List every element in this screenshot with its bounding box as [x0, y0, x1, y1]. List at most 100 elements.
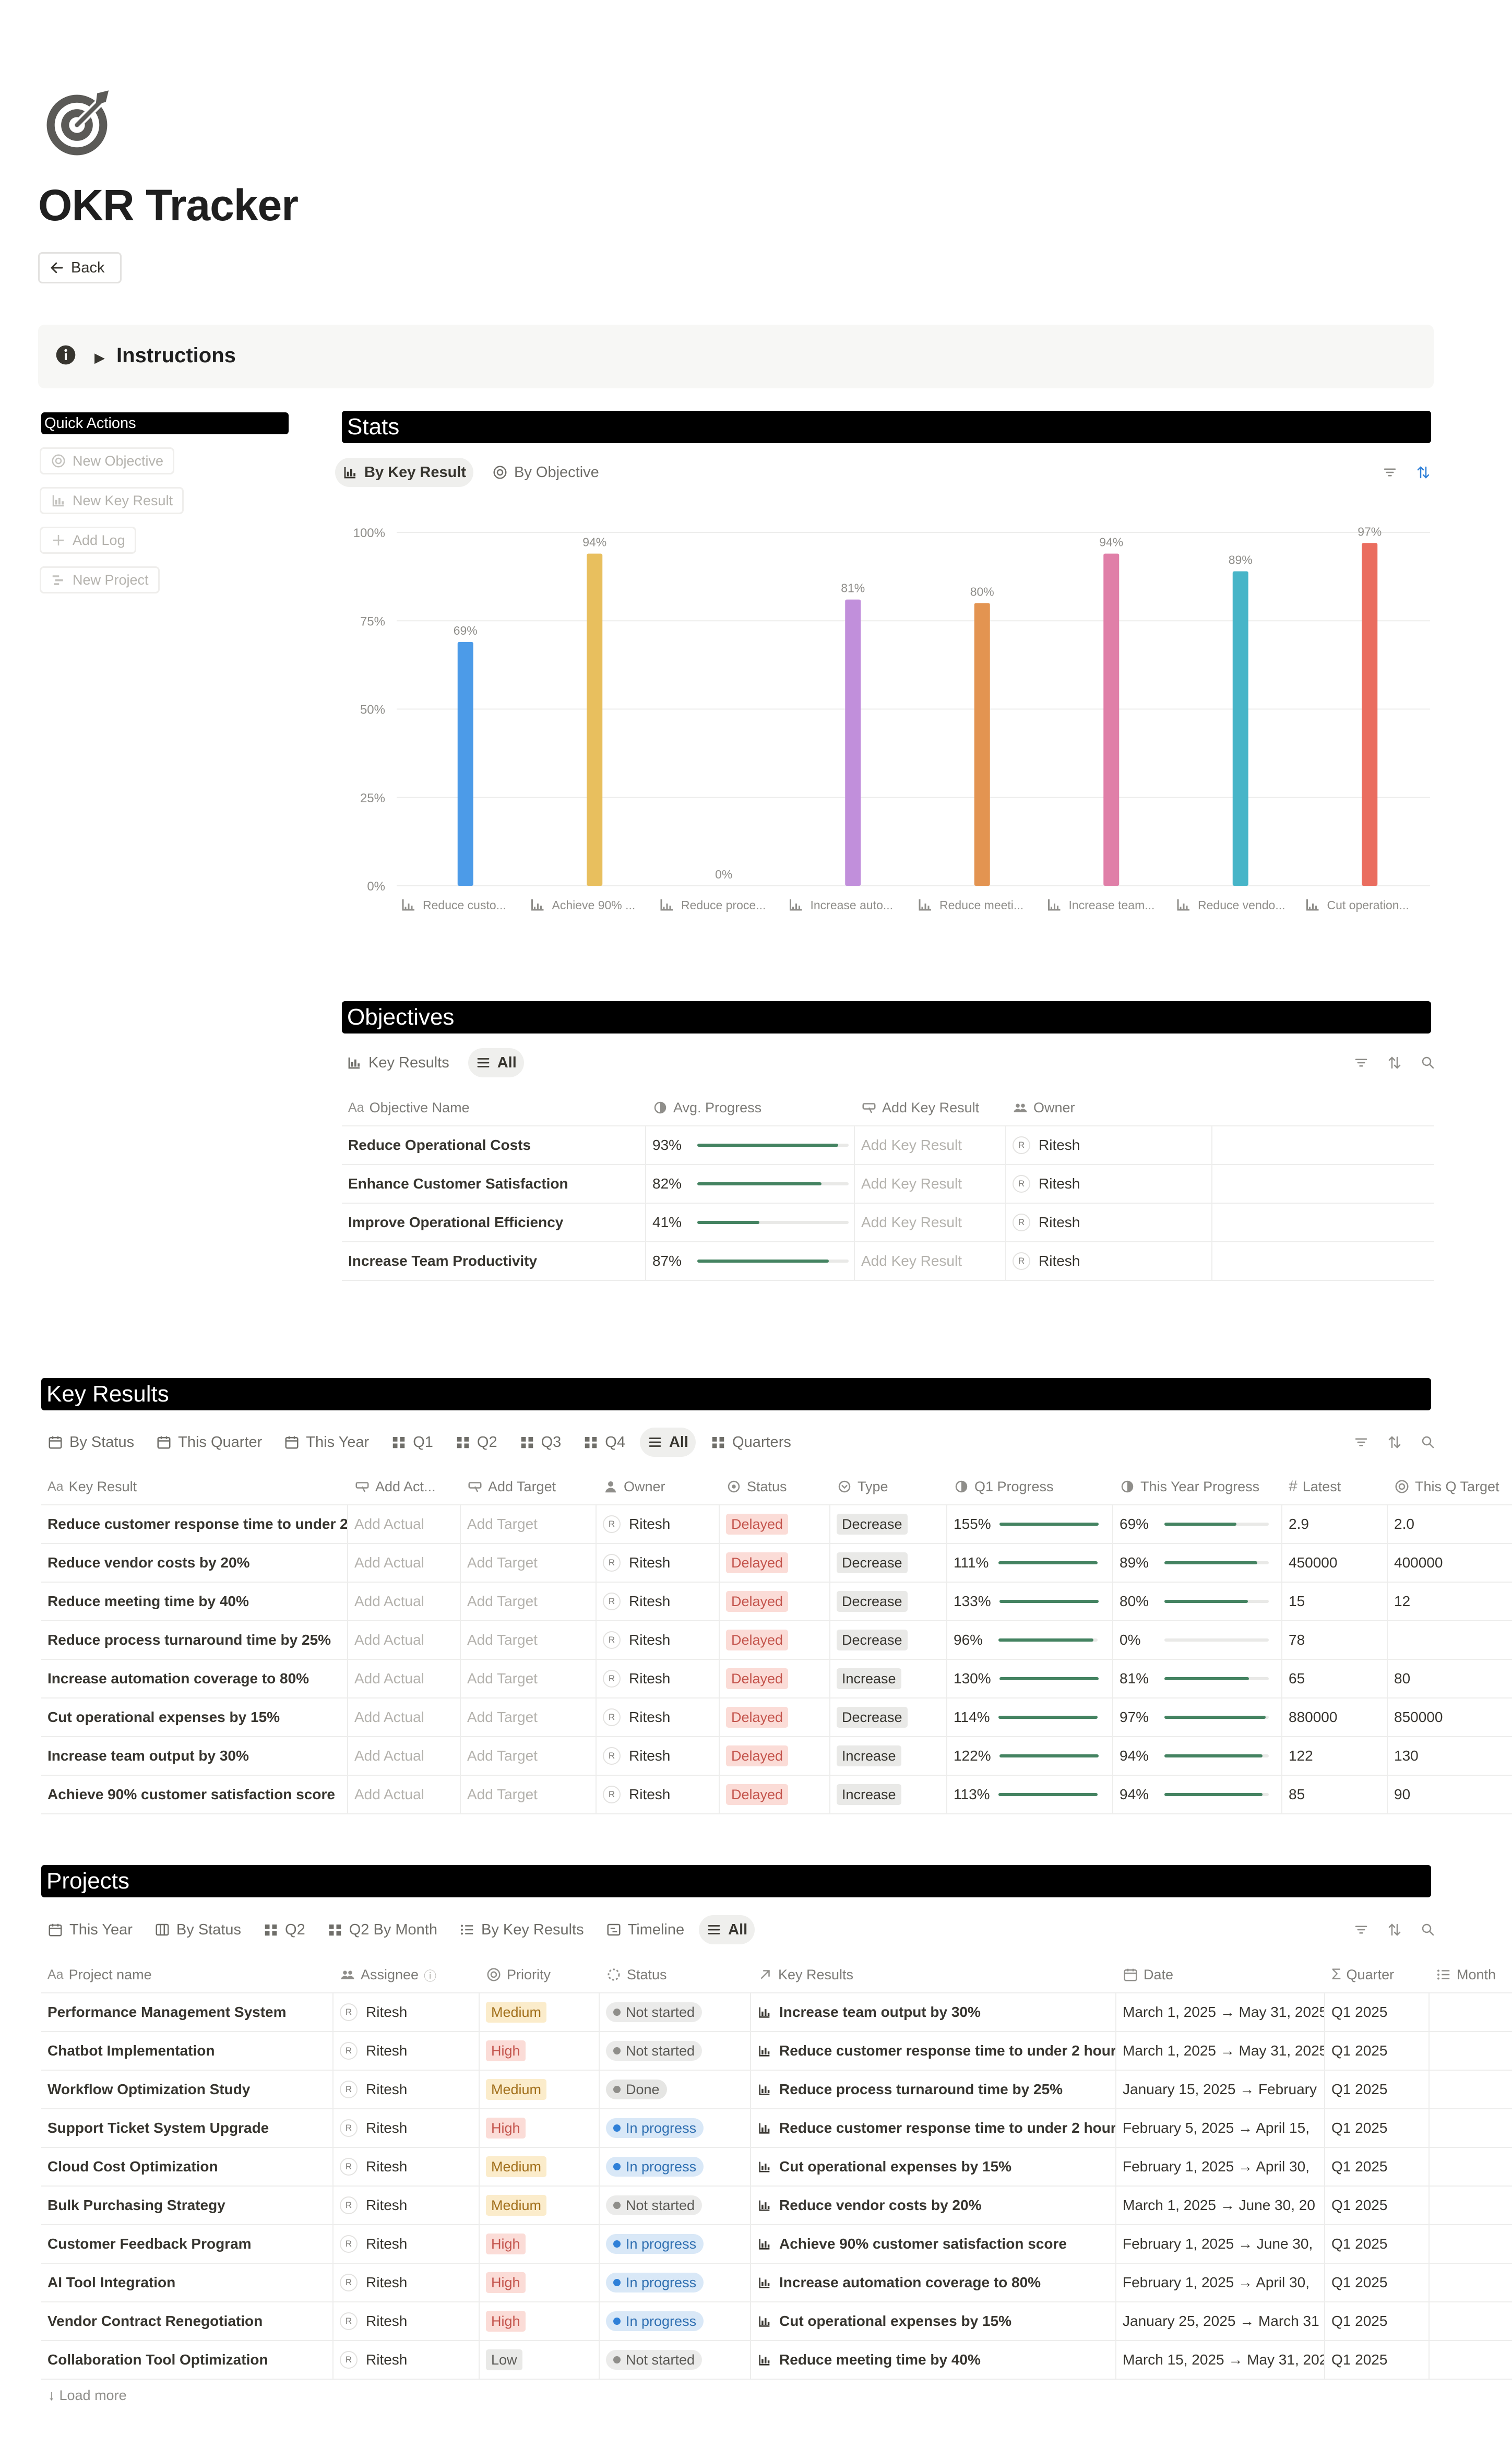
- add-target-cell[interactable]: Add Target: [461, 1544, 597, 1582]
- priority-cell[interactable]: High: [480, 2264, 600, 2301]
- key-result-cell[interactable]: Increase automation coverage to 80%: [751, 2264, 1116, 2301]
- sort-icon[interactable]: [1387, 1434, 1402, 1450]
- sort-icon[interactable]: [1387, 1922, 1402, 1938]
- status-cell[interactable]: Delayed: [720, 1737, 830, 1775]
- type-cell[interactable]: Decrease: [830, 1544, 947, 1582]
- status-cell[interactable]: In progress: [600, 2148, 751, 2185]
- add-actual-cell[interactable]: Add Actual: [348, 1776, 461, 1813]
- objective-name-cell[interactable]: Increase Team Productivity: [342, 1242, 646, 1280]
- tab-by-status[interactable]: By Status: [147, 1915, 248, 1944]
- key-result-name-cell[interactable]: Reduce customer response time to under 2: [41, 1505, 348, 1543]
- tab-by-status[interactable]: By Status: [40, 1428, 141, 1457]
- col-avg-progress[interactable]: Avg. Progress: [646, 1090, 855, 1125]
- type-cell[interactable]: Decrease: [830, 1583, 947, 1620]
- bar[interactable]: [457, 642, 473, 886]
- col-add-act-[interactable]: Add Act...: [348, 1469, 461, 1504]
- sort-icon[interactable]: [1387, 1055, 1402, 1071]
- key-result-link[interactable]: Increase automation coverage to 80%: [757, 2274, 1041, 2291]
- tab-all[interactable]: All: [639, 1428, 696, 1457]
- col-add-key-result[interactable]: Add Key Result: [855, 1090, 1006, 1125]
- bar[interactable]: [845, 599, 861, 886]
- col-month[interactable]: Month: [1430, 1957, 1512, 1992]
- tab-this-quarter[interactable]: This Quarter: [149, 1428, 269, 1457]
- priority-cell[interactable]: High: [480, 2225, 600, 2263]
- add-target-cell[interactable]: Add Target: [461, 1505, 597, 1543]
- project-name-cell[interactable]: Collaboration Tool Optimization: [41, 2341, 334, 2379]
- add-actual-cell[interactable]: Add Actual: [348, 1660, 461, 1697]
- project-name-cell[interactable]: Cloud Cost Optimization: [41, 2148, 334, 2185]
- key-result-cell[interactable]: Reduce process turnaround time by 25%: [751, 2071, 1116, 2108]
- add-key-result-cell[interactable]: Add Key Result: [855, 1204, 1006, 1241]
- table-row[interactable]: Collaboration Tool Optimization R Ritesh Lo…: [41, 2341, 1512, 2380]
- type-cell[interactable]: Increase: [830, 1776, 947, 1813]
- col-add-target[interactable]: Add Target: [461, 1469, 597, 1504]
- bar[interactable]: [1103, 553, 1120, 886]
- table-row[interactable]: Improve Operational Efficiency 41% Add Key…: [342, 1204, 1434, 1242]
- bar[interactable]: [1232, 571, 1248, 886]
- project-name-cell[interactable]: Support Ticket System Upgrade: [41, 2109, 334, 2147]
- status-cell[interactable]: In progress: [600, 2302, 751, 2340]
- toggle-triangle-icon[interactable]: ▶: [94, 350, 105, 365]
- col-q1-progress[interactable]: Q1 Progress: [947, 1469, 1113, 1504]
- add-actual-cell[interactable]: Add Actual: [348, 1698, 461, 1736]
- col-objective-name[interactable]: Aa Objective Name: [342, 1090, 646, 1125]
- add-target-cell[interactable]: Add Target: [461, 1621, 597, 1659]
- add-actual-cell[interactable]: Add Actual: [348, 1505, 461, 1543]
- add-key-result-cell[interactable]: Add Key Result: [855, 1126, 1006, 1164]
- col-project-name[interactable]: Aa Project name: [41, 1957, 334, 1992]
- table-row[interactable]: Reduce process turnaround time by 25% Add…: [41, 1621, 1512, 1660]
- col-assignee[interactable]: Assignee ⓘ: [334, 1957, 480, 1992]
- add-key-result-cell[interactable]: Add Key Result: [855, 1165, 1006, 1203]
- project-name-cell[interactable]: Customer Feedback Program: [41, 2225, 334, 2263]
- filter-icon[interactable]: [1353, 1055, 1369, 1071]
- add-log-button[interactable]: Add Log: [40, 527, 136, 554]
- priority-cell[interactable]: Medium: [480, 2148, 600, 2185]
- status-cell[interactable]: Not started: [600, 1993, 751, 2031]
- status-cell[interactable]: Delayed: [720, 1621, 830, 1659]
- priority-cell[interactable]: Medium: [480, 2071, 600, 2108]
- key-result-cell[interactable]: Reduce customer response time to under 2…: [751, 2109, 1116, 2147]
- table-row[interactable]: Increase Team Productivity 87% Add Key Res…: [342, 1242, 1434, 1281]
- col-status[interactable]: Status: [720, 1469, 830, 1504]
- tab-this-year[interactable]: This Year: [277, 1428, 376, 1457]
- col-quarter[interactable]: Σ Quarter: [1325, 1957, 1430, 1992]
- instructions-callout[interactable]: ▶ Instructions: [38, 325, 1434, 388]
- add-actual-cell[interactable]: Add Actual: [348, 1737, 461, 1775]
- key-result-cell[interactable]: Cut operational expenses by 15%: [751, 2148, 1116, 2185]
- priority-cell[interactable]: Low: [480, 2341, 600, 2379]
- back-button[interactable]: Back: [38, 252, 122, 283]
- key-result-name-cell[interactable]: Reduce vendor costs by 20%: [41, 1544, 348, 1582]
- table-row[interactable]: Performance Management System R Ritesh Medi…: [41, 1993, 1512, 2032]
- add-target-cell[interactable]: Add Target: [461, 1737, 597, 1775]
- table-row[interactable]: Bulk Purchasing Strategy R Ritesh Medium Not…: [41, 2187, 1512, 2225]
- project-name-cell[interactable]: Performance Management System: [41, 1993, 334, 2031]
- col-this-q-target[interactable]: This Q Target: [1388, 1469, 1512, 1504]
- key-result-link[interactable]: Cut operational expenses by 15%: [757, 2313, 1011, 2330]
- filter-icon[interactable]: [1382, 465, 1398, 480]
- new-objective-button[interactable]: New Objective: [40, 447, 175, 474]
- table-row[interactable]: Increase automation coverage to 80% Add A…: [41, 1660, 1512, 1698]
- status-cell[interactable]: Delayed: [720, 1698, 830, 1736]
- priority-cell[interactable]: Medium: [480, 1993, 600, 2031]
- table-row[interactable]: Reduce Operational Costs 93% Add Key Resul…: [342, 1126, 1434, 1165]
- tab-all[interactable]: All: [699, 1915, 755, 1944]
- key-result-link[interactable]: Reduce meeting time by 40%: [757, 2351, 981, 2368]
- status-cell[interactable]: Not started: [600, 2032, 751, 2070]
- key-result-name-cell[interactable]: Achieve 90% customer satisfaction score: [41, 1776, 348, 1813]
- add-key-result-cell[interactable]: Add Key Result: [855, 1242, 1006, 1280]
- tab-timeline[interactable]: Timeline: [599, 1915, 692, 1944]
- tab-key-results[interactable]: Key Results: [339, 1048, 457, 1077]
- status-cell[interactable]: In progress: [600, 2225, 751, 2263]
- col-status[interactable]: Status: [600, 1957, 751, 1992]
- key-result-name-cell[interactable]: Cut operational expenses by 15%: [41, 1698, 348, 1736]
- tab-quarters[interactable]: Quarters: [703, 1428, 799, 1457]
- key-result-cell[interactable]: Reduce meeting time by 40%: [751, 2341, 1116, 2379]
- table-row[interactable]: Chatbot Implementation R Ritesh High Not sta…: [41, 2032, 1512, 2071]
- project-name-cell[interactable]: Chatbot Implementation: [41, 2032, 334, 2070]
- col-owner[interactable]: Owner: [1006, 1090, 1212, 1125]
- add-target-cell[interactable]: Add Target: [461, 1698, 597, 1736]
- key-result-link[interactable]: Cut operational expenses by 15%: [757, 2158, 1011, 2175]
- table-row[interactable]: Reduce customer response time to under 2…: [41, 1505, 1512, 1544]
- tab-q2[interactable]: Q2: [256, 1915, 313, 1944]
- project-name-cell[interactable]: Workflow Optimization Study: [41, 2071, 334, 2108]
